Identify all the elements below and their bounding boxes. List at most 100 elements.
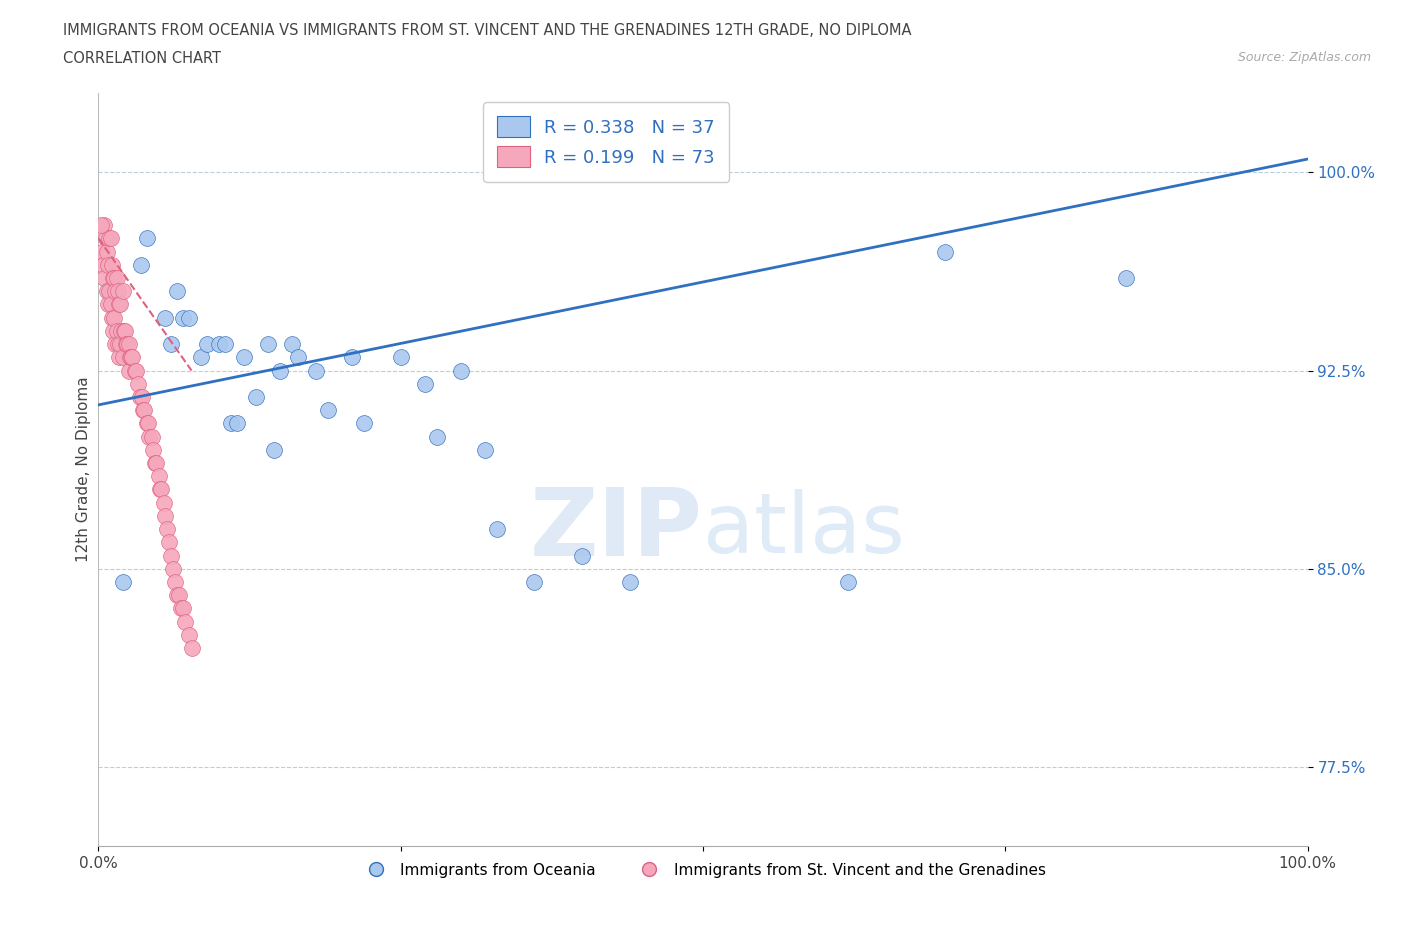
Point <box>523 575 546 590</box>
Point <box>619 575 641 590</box>
Point <box>142 443 165 458</box>
Point <box>125 363 148 378</box>
Point <box>118 363 141 378</box>
Y-axis label: 12th Grade, No Diploma: 12th Grade, No Diploma <box>76 377 91 563</box>
Point <box>353 416 375 431</box>
Text: Source: ZipAtlas.com: Source: ZipAtlas.com <box>1237 51 1371 64</box>
Point <box>91 245 114 259</box>
Point <box>98 284 121 299</box>
Point <box>195 337 218 352</box>
Point <box>127 377 149 392</box>
Point <box>179 311 201 325</box>
Point <box>256 337 278 352</box>
Point <box>108 350 131 365</box>
Point <box>101 271 124 286</box>
Point <box>269 363 291 378</box>
Point <box>245 390 267 405</box>
Point <box>148 469 170 484</box>
Point <box>153 311 176 325</box>
Point <box>316 403 339 418</box>
Point <box>118 337 141 352</box>
Text: CORRELATION CHART: CORRELATION CHART <box>63 51 221 66</box>
Point <box>934 245 956 259</box>
Point <box>180 641 202 656</box>
Point <box>96 284 118 299</box>
Point <box>98 231 121 246</box>
Point <box>156 522 179 537</box>
Point <box>157 535 180 550</box>
Point <box>169 601 191 616</box>
Point <box>134 403 156 418</box>
Point <box>226 416 249 431</box>
Point <box>135 416 157 431</box>
Point <box>107 337 129 352</box>
Point <box>190 350 212 365</box>
Point <box>100 231 122 246</box>
Point <box>107 284 129 299</box>
Point <box>138 429 160 444</box>
Point <box>163 575 186 590</box>
Point <box>166 284 188 299</box>
Point <box>115 337 138 352</box>
Point <box>426 429 449 444</box>
Point <box>121 350 143 365</box>
Point <box>143 456 166 471</box>
Point <box>90 218 112 232</box>
Point <box>110 324 132 339</box>
Point <box>474 443 496 458</box>
Point <box>105 324 128 339</box>
Point <box>93 218 115 232</box>
Point <box>112 324 135 339</box>
Point <box>129 258 152 272</box>
Point <box>450 363 472 378</box>
Point <box>97 258 120 272</box>
Point <box>91 258 114 272</box>
Point <box>153 509 176 524</box>
Point <box>135 231 157 246</box>
Point <box>221 416 243 431</box>
Point <box>166 588 188 603</box>
Point <box>174 614 197 629</box>
Point <box>160 548 183 563</box>
Point <box>232 350 254 365</box>
Point <box>287 350 309 365</box>
Text: ZIP: ZIP <box>530 484 703 576</box>
Point <box>100 311 122 325</box>
Point <box>179 628 201 643</box>
Point <box>571 548 593 563</box>
Point <box>108 297 131 312</box>
Point <box>97 297 120 312</box>
Point <box>389 350 412 365</box>
Legend: Immigrants from Oceania, Immigrants from St. Vincent and the Grenadines: Immigrants from Oceania, Immigrants from… <box>354 857 1052 884</box>
Point <box>132 403 155 418</box>
Point <box>1115 271 1137 286</box>
Point <box>128 390 150 405</box>
Point <box>111 350 134 365</box>
Point <box>413 377 436 392</box>
Point <box>837 575 859 590</box>
Text: atlas: atlas <box>703 489 904 570</box>
Point <box>120 350 142 365</box>
Point <box>100 297 122 312</box>
Point <box>169 588 191 603</box>
Point <box>305 363 328 378</box>
Point <box>172 311 194 325</box>
Point <box>131 390 153 405</box>
Point <box>114 324 136 339</box>
Point <box>124 363 146 378</box>
Point <box>96 245 118 259</box>
Point <box>150 482 173 497</box>
Point <box>342 350 364 365</box>
Point <box>108 297 131 312</box>
Point <box>103 271 125 286</box>
Point <box>149 482 172 497</box>
Point <box>486 522 509 537</box>
Point <box>162 562 184 577</box>
Point <box>111 284 134 299</box>
Point <box>214 337 236 352</box>
Point <box>100 258 122 272</box>
Point <box>172 601 194 616</box>
Text: IMMIGRANTS FROM OCEANIA VS IMMIGRANTS FROM ST. VINCENT AND THE GRENADINES 12TH G: IMMIGRANTS FROM OCEANIA VS IMMIGRANTS FR… <box>63 23 911 38</box>
Point <box>118 350 141 365</box>
Point <box>101 324 124 339</box>
